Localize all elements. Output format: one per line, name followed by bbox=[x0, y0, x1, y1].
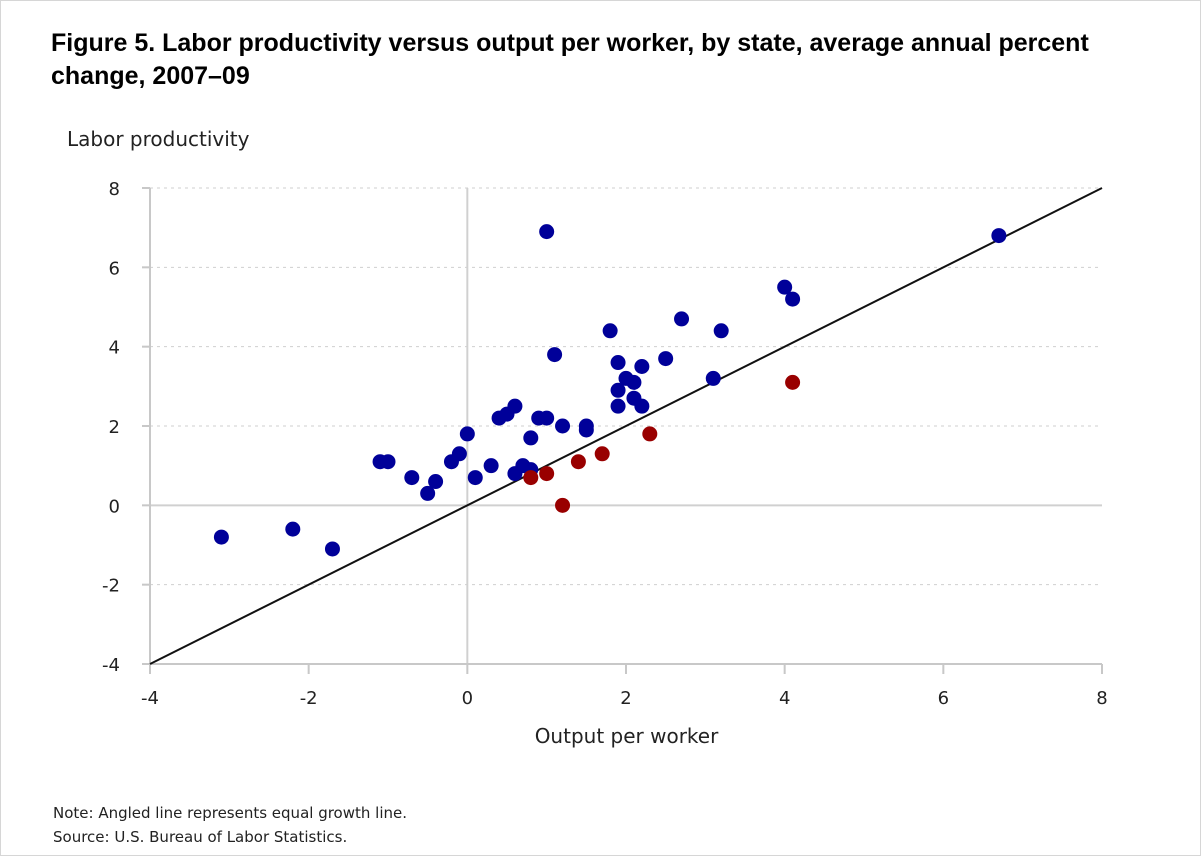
data-point-above bbox=[626, 374, 642, 390]
scatter-plot: -4 -2 0 2 4 6 8 -4 -2 0 2 4 6 8 bbox=[102, 179, 1108, 709]
data-point-below bbox=[555, 497, 571, 513]
data-point-above bbox=[610, 398, 626, 414]
data-point-above bbox=[547, 347, 563, 363]
data-point-above bbox=[713, 323, 729, 339]
x-tick-label: -2 bbox=[300, 688, 318, 709]
data-point-above bbox=[285, 521, 301, 537]
equal-growth-line bbox=[149, 187, 1103, 665]
data-point-above bbox=[324, 541, 340, 557]
y-tick-label: 8 bbox=[109, 179, 120, 200]
y-tick-label: -2 bbox=[102, 576, 120, 597]
data-point-above bbox=[523, 430, 539, 446]
data-point-above bbox=[991, 228, 1007, 244]
data-point-below bbox=[594, 446, 610, 462]
data-point-above bbox=[705, 370, 721, 386]
data-point-below bbox=[642, 426, 658, 442]
x-tick-label: -4 bbox=[141, 688, 159, 709]
data-point-above bbox=[610, 355, 626, 371]
x-tick-label: 0 bbox=[462, 688, 473, 709]
data-point-above bbox=[380, 454, 396, 470]
data-point-above bbox=[467, 470, 483, 486]
x-tick-label: 4 bbox=[779, 688, 790, 709]
chart-source: Source: U.S. Bureau of Labor Statistics. bbox=[53, 828, 348, 846]
data-point-above bbox=[483, 458, 499, 474]
data-point-below bbox=[570, 454, 586, 470]
chart-title: Figure 5. Labor productivity versus outp… bbox=[51, 29, 1089, 90]
x-tick-label: 6 bbox=[938, 688, 949, 709]
y-axis-label: Labor productivity bbox=[67, 127, 250, 151]
data-point-above bbox=[451, 446, 467, 462]
data-point-above bbox=[610, 382, 626, 398]
data-point-below bbox=[539, 466, 555, 482]
data-point-above bbox=[785, 291, 801, 307]
y-tick-label: -4 bbox=[102, 655, 120, 676]
data-point-above bbox=[602, 323, 618, 339]
data-point-above bbox=[777, 279, 793, 295]
chart-note: Note: Angled line represents equal growt… bbox=[53, 804, 407, 822]
data-point-above bbox=[658, 351, 674, 367]
data-point-above bbox=[555, 418, 571, 434]
y-tick-label: 6 bbox=[109, 258, 120, 279]
data-point-above bbox=[420, 485, 436, 501]
data-point-above bbox=[674, 311, 690, 327]
x-tick-label: 8 bbox=[1096, 688, 1107, 709]
data-point-below bbox=[523, 470, 539, 486]
x-axis-label: Output per worker bbox=[534, 724, 719, 748]
data-point-above bbox=[459, 426, 475, 442]
data-point-above bbox=[578, 422, 594, 438]
data-point-above bbox=[539, 410, 555, 426]
y-tick-label: 2 bbox=[109, 417, 120, 438]
y-tick-label: 4 bbox=[109, 338, 120, 359]
data-point-above bbox=[507, 398, 523, 414]
data-point-above bbox=[213, 529, 229, 545]
y-tick-label: 0 bbox=[109, 496, 120, 517]
x-tick-label: 2 bbox=[620, 688, 631, 709]
data-point-below bbox=[785, 374, 801, 390]
data-point-above bbox=[539, 224, 555, 240]
data-point-above bbox=[634, 359, 650, 374]
data-point-above bbox=[634, 398, 650, 414]
data-point-above bbox=[404, 470, 420, 486]
data-point-above bbox=[428, 474, 444, 490]
